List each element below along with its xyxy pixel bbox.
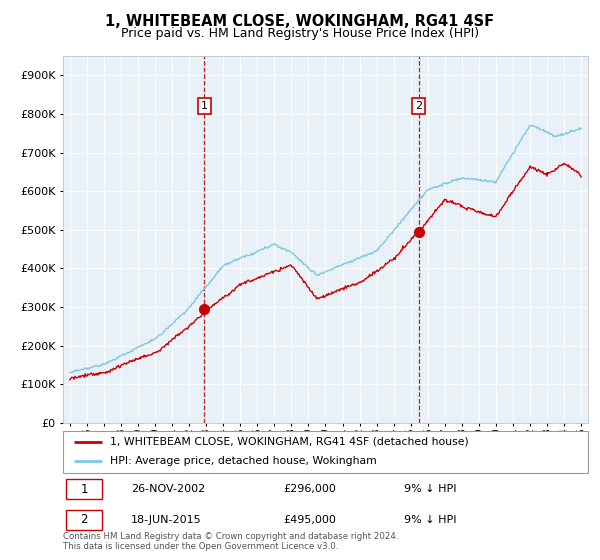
Text: This data is licensed under the Open Government Licence v3.0.: This data is licensed under the Open Gov… (63, 542, 338, 551)
FancyBboxPatch shape (65, 510, 103, 530)
Text: 2: 2 (415, 101, 422, 111)
Text: 2: 2 (80, 514, 88, 526)
Text: 1, WHITEBEAM CLOSE, WOKINGHAM, RG41 4SF: 1, WHITEBEAM CLOSE, WOKINGHAM, RG41 4SF (106, 14, 494, 29)
FancyBboxPatch shape (63, 431, 588, 473)
Text: £296,000: £296,000 (284, 484, 337, 494)
Text: 9% ↓ HPI: 9% ↓ HPI (404, 515, 457, 525)
Text: Price paid vs. HM Land Registry's House Price Index (HPI): Price paid vs. HM Land Registry's House … (121, 27, 479, 40)
Text: Contains HM Land Registry data © Crown copyright and database right 2024.: Contains HM Land Registry data © Crown c… (63, 532, 398, 541)
Text: £495,000: £495,000 (284, 515, 337, 525)
Text: 26-NOV-2002: 26-NOV-2002 (131, 484, 205, 494)
Text: 1: 1 (201, 101, 208, 111)
FancyBboxPatch shape (65, 479, 103, 499)
Text: 1, WHITEBEAM CLOSE, WOKINGHAM, RG41 4SF (detached house): 1, WHITEBEAM CLOSE, WOKINGHAM, RG41 4SF … (110, 437, 469, 447)
Text: 18-JUN-2015: 18-JUN-2015 (131, 515, 202, 525)
Text: HPI: Average price, detached house, Wokingham: HPI: Average price, detached house, Woki… (110, 456, 377, 466)
Text: 9% ↓ HPI: 9% ↓ HPI (404, 484, 457, 494)
Text: 1: 1 (80, 483, 88, 496)
